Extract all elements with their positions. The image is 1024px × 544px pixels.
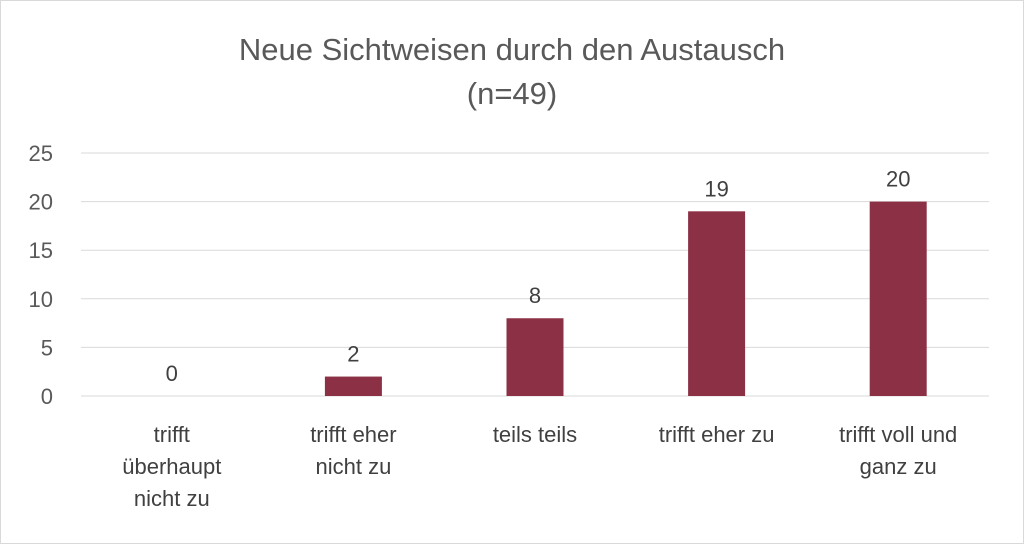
- chart-title: Neue Sichtweisen durch den Austausch: [238, 32, 786, 67]
- y-tick-label: 0: [41, 384, 53, 409]
- data-label: 8: [529, 283, 541, 308]
- data-label: 20: [886, 167, 910, 192]
- x-tick-label: trifft voll und ganz zu: [839, 422, 957, 479]
- bar: [324, 376, 382, 396]
- x-tick-label: trifft eher zu: [659, 422, 775, 447]
- x-tick-label: trifft eher nicht zu: [310, 422, 396, 479]
- bar: [869, 201, 927, 396]
- x-tick-label: teils teils: [493, 422, 577, 447]
- data-label: 0: [166, 361, 178, 386]
- bar: [506, 318, 564, 396]
- y-tick-label: 10: [29, 287, 53, 312]
- y-tick-label: 20: [29, 190, 53, 215]
- y-tick-label: 5: [41, 335, 53, 360]
- y-tick-label: 15: [29, 238, 53, 263]
- x-tick-label: trifft überhaupt nicht zu: [122, 422, 221, 511]
- data-label: 19: [704, 176, 728, 201]
- y-tick-label: 25: [29, 141, 53, 166]
- data-label: 2: [347, 342, 359, 367]
- bar: [688, 211, 746, 396]
- chart-subtitle: (n=49): [466, 76, 558, 111]
